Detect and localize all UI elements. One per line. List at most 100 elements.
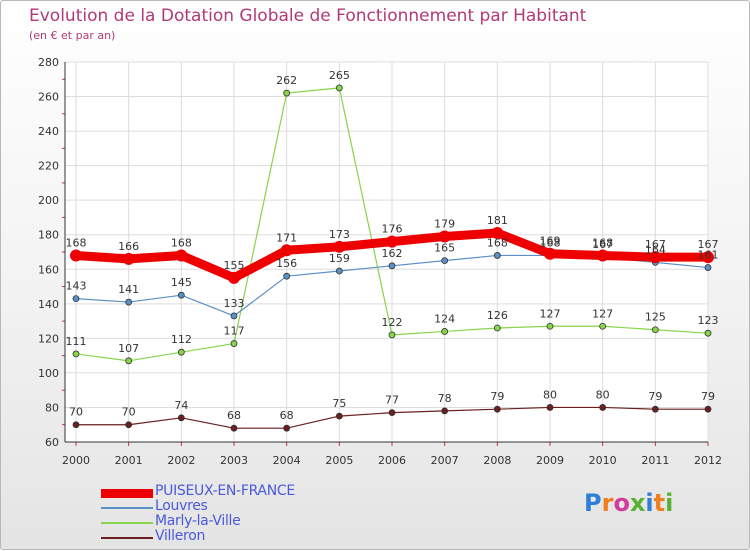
data-point bbox=[177, 414, 185, 422]
data-point bbox=[72, 295, 80, 303]
data-point bbox=[493, 324, 501, 332]
data-point bbox=[704, 264, 712, 271]
data-point bbox=[388, 262, 396, 270]
data-point bbox=[388, 409, 396, 417]
x-tick-label: 2001 bbox=[115, 454, 143, 467]
data-point bbox=[491, 227, 504, 239]
data-point bbox=[649, 251, 662, 264]
data-point bbox=[599, 322, 607, 330]
data-point bbox=[230, 312, 238, 320]
data-point bbox=[283, 89, 291, 97]
data-point bbox=[175, 249, 188, 262]
logo-letter: r bbox=[601, 489, 614, 517]
data-label: 162 bbox=[382, 247, 403, 260]
y-tick-label: 100 bbox=[38, 367, 59, 380]
data-point bbox=[72, 350, 80, 358]
data-label: 168 bbox=[592, 236, 613, 249]
data-label: 159 bbox=[329, 252, 350, 265]
data-point bbox=[177, 291, 185, 299]
data-label: 79 bbox=[490, 390, 504, 403]
data-label: 167 bbox=[698, 238, 719, 251]
y-tick-label: 200 bbox=[38, 194, 59, 207]
data-label: 166 bbox=[118, 240, 139, 253]
y-tick-label: 120 bbox=[38, 332, 59, 345]
data-label: 68 bbox=[227, 409, 241, 422]
legend-label: Louvres bbox=[155, 498, 208, 514]
y-tick-label: 140 bbox=[38, 298, 59, 311]
data-point bbox=[493, 252, 501, 259]
y-tick-label: 220 bbox=[38, 160, 59, 173]
data-label: 181 bbox=[487, 214, 508, 227]
data-label: 168 bbox=[540, 236, 561, 249]
data-point bbox=[386, 235, 398, 248]
data-label: 122 bbox=[382, 316, 403, 329]
x-tick-label: 2010 bbox=[589, 454, 617, 467]
data-point bbox=[335, 412, 343, 420]
data-point bbox=[125, 421, 133, 429]
x-tick-label: 2011 bbox=[641, 454, 669, 467]
chart-subtitle: (en € et par an) bbox=[29, 29, 116, 42]
data-label: 70 bbox=[69, 406, 83, 419]
y-tick-label: 180 bbox=[38, 229, 59, 242]
y-tick-label: 260 bbox=[38, 91, 59, 104]
data-point bbox=[651, 326, 659, 334]
data-point bbox=[704, 329, 712, 337]
x-tick-label: 2000 bbox=[62, 454, 90, 467]
legend-swatch bbox=[101, 537, 153, 539]
data-label: 156 bbox=[276, 257, 297, 270]
y-tick-label: 240 bbox=[38, 125, 59, 138]
data-label: 68 bbox=[280, 409, 294, 422]
x-tick-label: 2002 bbox=[167, 454, 195, 467]
legend-label: PUISEUX-EN-FRANCE bbox=[155, 483, 295, 499]
data-label: 79 bbox=[701, 390, 715, 403]
data-point bbox=[70, 249, 82, 262]
data-label: 169 bbox=[540, 235, 561, 248]
x-tick-label: 2006 bbox=[378, 454, 406, 467]
legend-swatch bbox=[101, 488, 153, 498]
data-label: 124 bbox=[434, 312, 455, 325]
logo-letter: i bbox=[645, 489, 654, 517]
x-tick-label: 2004 bbox=[273, 454, 301, 467]
data-label: 145 bbox=[171, 276, 192, 289]
data-label: 70 bbox=[122, 406, 136, 419]
logo-letter: o bbox=[613, 489, 630, 517]
data-label: 167 bbox=[592, 238, 613, 251]
data-label: 168 bbox=[66, 236, 87, 249]
data-point bbox=[546, 322, 554, 330]
data-point bbox=[438, 230, 451, 243]
x-tick-label: 2007 bbox=[431, 454, 459, 467]
data-point bbox=[651, 405, 659, 413]
data-label: 127 bbox=[540, 307, 561, 320]
data-label: 164 bbox=[645, 243, 666, 256]
data-point bbox=[441, 407, 449, 415]
data-point bbox=[122, 252, 135, 265]
data-point bbox=[333, 240, 346, 253]
data-label: 75 bbox=[332, 397, 346, 410]
data-label: 143 bbox=[66, 280, 87, 293]
data-point bbox=[125, 298, 133, 306]
data-point bbox=[280, 244, 293, 257]
data-point bbox=[704, 405, 712, 413]
logo-letter: i bbox=[665, 489, 674, 517]
y-tick-label: 60 bbox=[45, 436, 59, 449]
data-label: 168 bbox=[171, 236, 192, 249]
y-tick-label: 160 bbox=[38, 263, 59, 276]
x-tick-label: 2003 bbox=[220, 454, 248, 467]
x-tick-label: 2009 bbox=[536, 454, 564, 467]
data-label: 117 bbox=[224, 325, 245, 338]
logo-letter: P bbox=[584, 489, 602, 517]
data-label: 126 bbox=[487, 309, 508, 322]
data-point bbox=[283, 424, 291, 432]
data-label: 179 bbox=[434, 217, 455, 230]
data-point bbox=[702, 251, 714, 264]
data-label: 125 bbox=[645, 311, 666, 324]
data-label: 176 bbox=[382, 223, 403, 236]
data-label: 79 bbox=[648, 390, 662, 403]
logo-letter: t bbox=[653, 489, 666, 517]
data-point bbox=[388, 331, 396, 339]
data-label: 80 bbox=[596, 388, 610, 401]
legend-swatch bbox=[101, 522, 153, 524]
y-tick-label: 80 bbox=[45, 401, 59, 414]
data-label: 77 bbox=[385, 394, 399, 407]
